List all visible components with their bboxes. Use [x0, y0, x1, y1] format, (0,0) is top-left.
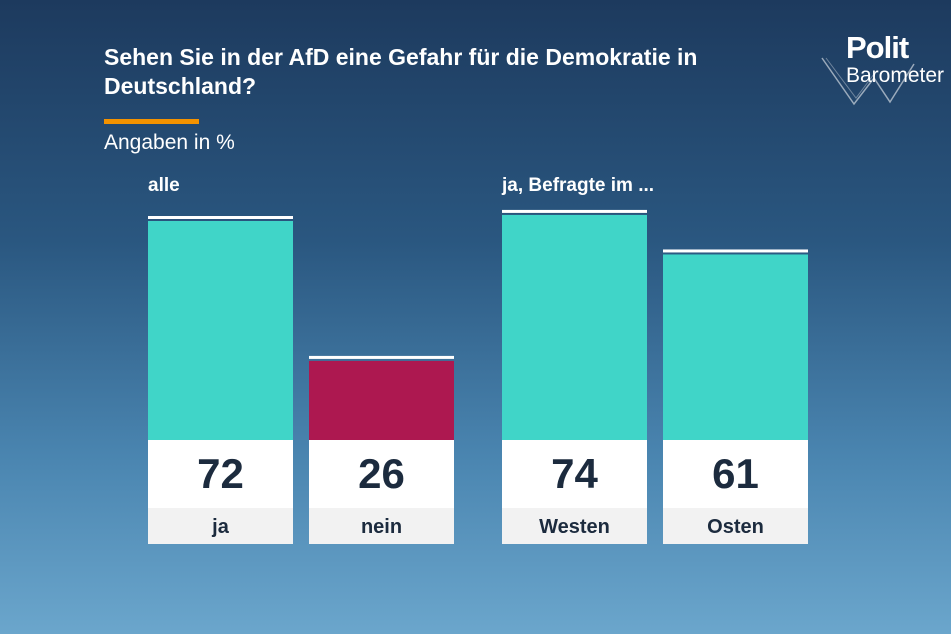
- bar-osten: [663, 254, 808, 440]
- bar-nein: [309, 360, 454, 440]
- bar-cap-nein: [309, 355, 454, 359]
- bar-cap-ja: [148, 216, 293, 219]
- category-box-osten: [663, 508, 808, 544]
- category-label-nein: nein: [361, 516, 402, 538]
- group-label-alle: alle: [148, 175, 180, 196]
- chart-title: Sehen Sie in der AfD eine Gefahr für die…: [104, 44, 698, 99]
- group-label-befragte: ja, Befragte im ...: [502, 175, 655, 196]
- checkmark-icon: [821, 57, 915, 106]
- bar-westen: [502, 214, 647, 440]
- value-box-nein: [309, 440, 454, 508]
- logo-text-barometer: Barometer: [846, 64, 945, 87]
- bar-ja: [148, 221, 293, 440]
- category-box-westen: [502, 508, 647, 544]
- category-label-westen: Westen: [539, 516, 610, 538]
- logo-text-polit: Polit: [846, 30, 909, 65]
- category-box-ja: [148, 508, 293, 544]
- value-label-nein: 26: [358, 450, 405, 497]
- value-label-ja: 72: [197, 450, 244, 497]
- bar-cap-westen: [502, 209, 647, 213]
- politbarometer-logo: Polit Barometer: [818, 28, 951, 110]
- value-box-osten: [663, 440, 808, 508]
- value-box-ja: [148, 440, 293, 508]
- bar-cap-osten: [663, 249, 808, 253]
- value-label-westen: 74: [551, 450, 598, 497]
- category-label-ja: ja: [211, 516, 230, 538]
- chart-subtitle: Angaben in %: [104, 131, 235, 154]
- value-box-westen: [502, 440, 647, 508]
- value-label-osten: 61: [712, 450, 759, 497]
- title-accent-line: [104, 119, 199, 124]
- category-box-nein: [309, 508, 454, 544]
- category-label-osten: Osten: [707, 516, 764, 538]
